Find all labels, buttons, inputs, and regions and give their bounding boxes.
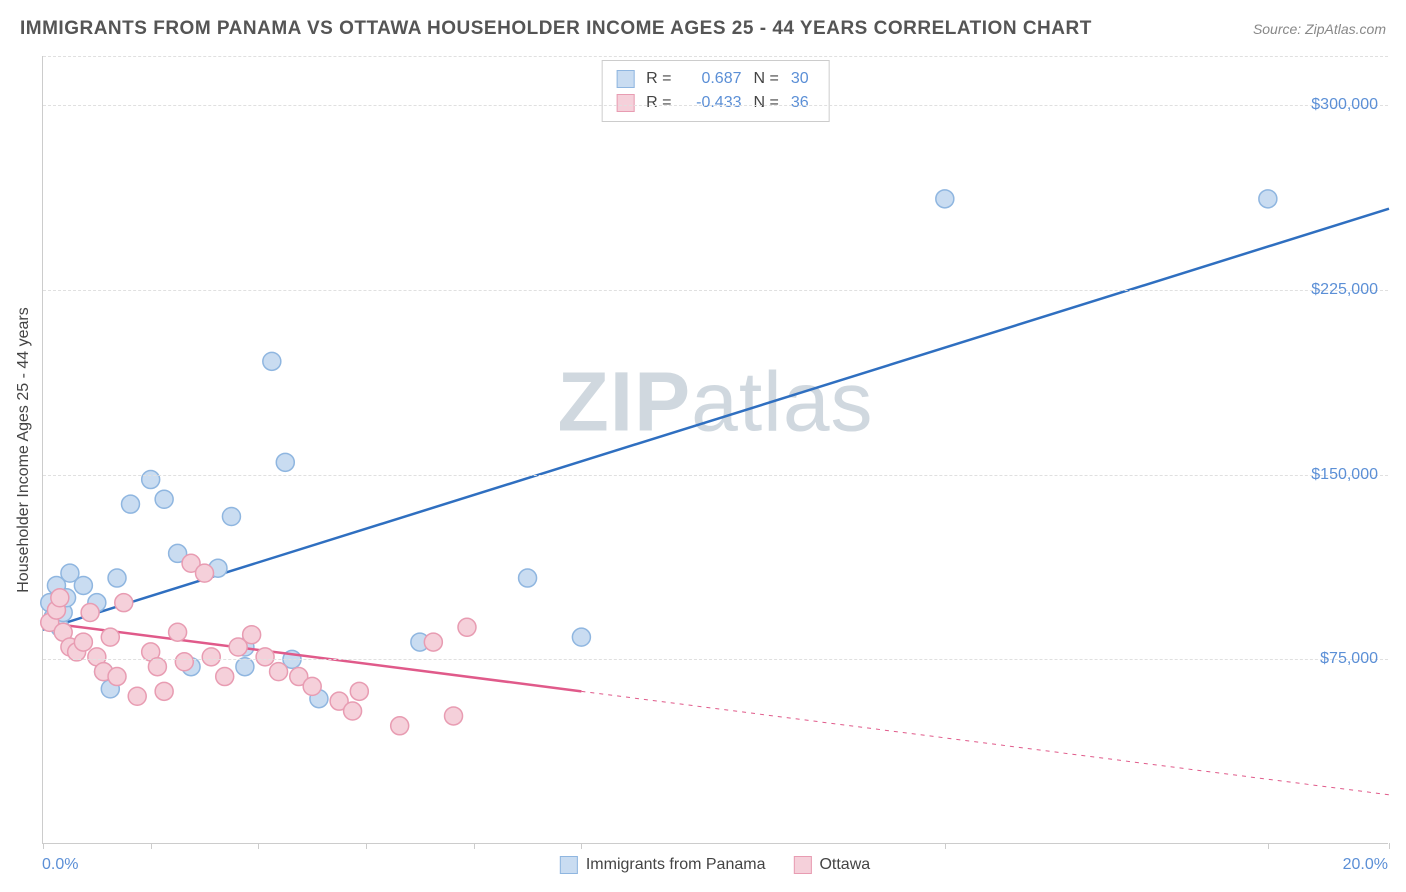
stat-r-label: R =: [646, 91, 671, 115]
data-point: [263, 352, 281, 370]
data-point: [936, 190, 954, 208]
y-tick-label: $225,000: [1311, 281, 1378, 299]
data-point: [74, 633, 92, 651]
data-point: [51, 589, 69, 607]
data-point: [458, 618, 476, 636]
chart-title: IMMIGRANTS FROM PANAMA VS OTTAWA HOUSEHO…: [20, 18, 1092, 40]
data-point: [115, 594, 133, 612]
data-point: [303, 677, 321, 695]
data-point: [155, 490, 173, 508]
data-point: [74, 576, 92, 594]
stat-n-label: N =: [754, 91, 779, 115]
stats-legend-box: R = 0.687 N = 30 R = -0.433 N = 36: [601, 60, 830, 122]
data-point: [121, 495, 139, 513]
legend-item-ottawa: Ottawa: [793, 856, 870, 874]
data-point: [142, 471, 160, 489]
legend-swatch-ottawa: [793, 856, 811, 874]
y-tick-label: $150,000: [1311, 466, 1378, 484]
stat-n-ottawa: 36: [791, 91, 815, 115]
y-axis-label: Householder Income Ages 25 - 44 years: [15, 307, 33, 593]
data-point: [108, 569, 126, 587]
data-point: [243, 626, 261, 644]
x-tick: [474, 843, 475, 849]
stat-r-panama: 0.687: [684, 67, 742, 91]
gridline: [43, 659, 1388, 660]
legend-swatch-panama: [560, 856, 578, 874]
data-point: [202, 648, 220, 666]
data-point: [108, 668, 126, 686]
gridline: [43, 56, 1388, 57]
swatch-ottawa: [616, 94, 634, 112]
stat-r-label: R =: [646, 67, 671, 91]
data-point: [222, 507, 240, 525]
data-point: [270, 663, 288, 681]
data-point: [175, 653, 193, 671]
data-point: [424, 633, 442, 651]
x-tick: [43, 843, 44, 849]
stats-row-panama: R = 0.687 N = 30: [616, 67, 815, 91]
plot-svg: [43, 56, 1388, 843]
data-point: [1259, 190, 1277, 208]
chart-source: Source: ZipAtlas.com: [1253, 21, 1386, 37]
bottom-legend: Immigrants from Panama Ottawa: [560, 856, 870, 874]
x-tick: [581, 843, 582, 849]
legend-label-panama: Immigrants from Panama: [586, 856, 766, 874]
data-point: [81, 604, 99, 622]
data-point: [276, 453, 294, 471]
data-point: [196, 564, 214, 582]
gridline: [43, 475, 1388, 476]
stat-r-ottawa: -0.433: [684, 91, 742, 115]
data-point: [128, 687, 146, 705]
trend-line: [43, 209, 1389, 630]
trend-line-dashed: [581, 691, 1389, 794]
swatch-panama: [616, 70, 634, 88]
gridline: [43, 290, 1388, 291]
data-point: [155, 682, 173, 700]
data-point: [236, 658, 254, 676]
data-point: [101, 628, 119, 646]
y-tick-label: $75,000: [1320, 650, 1378, 668]
stat-n-panama: 30: [791, 67, 815, 91]
y-tick-label: $300,000: [1311, 96, 1378, 114]
chart-area: Householder Income Ages 25 - 44 years ZI…: [42, 56, 1388, 844]
data-point: [256, 648, 274, 666]
x-tick: [258, 843, 259, 849]
x-tick: [366, 843, 367, 849]
data-point: [445, 707, 463, 725]
data-point: [216, 668, 234, 686]
x-min-label: 0.0%: [42, 856, 78, 874]
data-point: [148, 658, 166, 676]
x-tick: [151, 843, 152, 849]
data-point: [572, 628, 590, 646]
data-point: [391, 717, 409, 735]
x-tick: [1268, 843, 1269, 849]
data-point: [350, 682, 368, 700]
stat-n-label: N =: [754, 67, 779, 91]
data-point: [344, 702, 362, 720]
data-point: [169, 623, 187, 641]
x-tick: [1389, 843, 1390, 849]
gridline: [43, 105, 1388, 106]
plot-region: ZIPatlas R = 0.687 N = 30 R = -0.433 N =…: [42, 56, 1388, 844]
legend-item-panama: Immigrants from Panama: [560, 856, 766, 874]
x-max-label: 20.0%: [1343, 856, 1388, 874]
stats-row-ottawa: R = -0.433 N = 36: [616, 91, 815, 115]
x-tick: [945, 843, 946, 849]
chart-header: IMMIGRANTS FROM PANAMA VS OTTAWA HOUSEHO…: [20, 18, 1386, 40]
data-point: [519, 569, 537, 587]
legend-label-ottawa: Ottawa: [819, 856, 870, 874]
